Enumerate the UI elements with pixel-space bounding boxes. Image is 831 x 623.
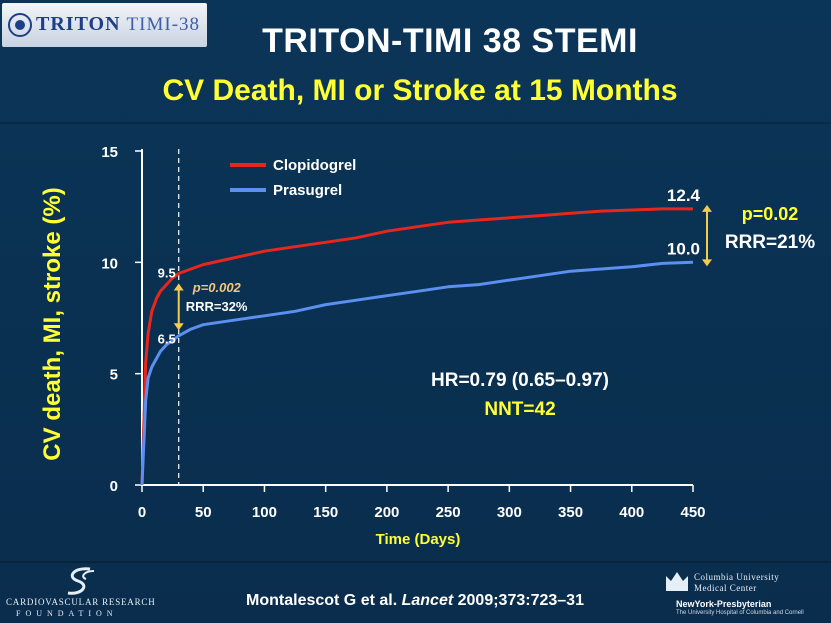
kaplan-meier-chart: 0 50 100 150 200 250 300 350 400 450 0 5 10 15 Time (D… — [39, 144, 815, 548]
prasugrel-line — [140, 260, 694, 486]
header-divider — [0, 122, 831, 124]
logo-main: TRITON — [36, 13, 121, 35]
x-tick-label: 0 — [138, 504, 146, 521]
end-clopidogrel-value: 12.4 — [667, 186, 701, 205]
crown-icon — [666, 572, 688, 591]
crf-name: CARDIOVASCULAR RESEARCH — [6, 597, 156, 607]
slide-subtitle: CV Death, MI or Stroke at 15 Months — [162, 74, 678, 107]
crf-logo: CARDIOVASCULAR RESEARCH FOUNDATION — [6, 565, 155, 620]
y-tick-label: 15 — [101, 144, 118, 161]
chart-area: 0 50 100 150 200 250 300 350 400 450 0 5 10 15 Time (D… — [0, 124, 831, 561]
logo-sub: TIMI-38 — [126, 14, 201, 35]
x-tick-label: 150 — [313, 504, 338, 521]
end-arrow-head-up — [702, 204, 712, 212]
end-rrr: RRR=21% — [725, 232, 815, 253]
triton-logo-emblem-icon — [8, 13, 32, 37]
crf-foundation: FOUNDATION — [16, 609, 118, 618]
citation-rest: 2009;373:723–31 — [453, 592, 584, 609]
early-clopidogrel-value: 9.5 — [158, 265, 176, 280]
early-rrr: RRR=32% — [186, 299, 248, 314]
early-p-value: p=0.002 — [192, 280, 242, 295]
end-prasugrel-value: 10.0 — [667, 239, 700, 258]
crf-swoosh-icon — [67, 567, 95, 595]
slide-title: TRITON-TIMI 38 STEMI — [262, 22, 638, 60]
clopidogrel-line — [140, 207, 693, 486]
x-tick-label: 200 — [374, 504, 399, 521]
citation: Montalescot G et al. Lancet 2009;373:723… — [150, 592, 680, 610]
footer-divider — [0, 561, 831, 563]
x-tick-label: 400 — [619, 504, 644, 521]
columbia-medical-center: Medical Center — [694, 583, 757, 593]
y-axis-label: CV death, MI, stroke (%) — [39, 187, 66, 460]
end-p-value: p=0.02 — [742, 204, 799, 224]
x-tick-label: 300 — [497, 504, 522, 521]
x-tick-label: 450 — [680, 504, 705, 521]
x-tick-label: 250 — [436, 504, 461, 521]
nyp-name: NewYork-Presbyterian — [676, 599, 772, 609]
end-arrow-head-down — [702, 259, 712, 267]
nyp-subtitle: The University Hospital of Columbia and … — [676, 610, 804, 616]
legend-label-1: Clopidogrel — [273, 157, 356, 174]
early-arrow-head-down — [173, 323, 184, 331]
columbia-logo: Columbia University Medical Center NewYo… — [660, 566, 828, 621]
y-tick-label: 0 — [110, 478, 118, 495]
early-prasugrel-value: 6.5 — [158, 331, 176, 346]
y-tick-label: 5 — [110, 367, 118, 384]
y-tick-label: 10 — [101, 255, 118, 272]
nnt: NNT=42 — [484, 399, 555, 420]
citation-authors: Montalescot G et al. — [246, 592, 402, 609]
hazard-ratio: HR=0.79 (0.65–0.97) — [431, 370, 609, 391]
legend-label-2: Prasugrel — [273, 182, 342, 199]
early-arrow-head-up — [173, 283, 184, 291]
logo-text: TRITON TIMI-38 — [36, 13, 200, 36]
x-axis-label: Time (Days) — [376, 531, 461, 548]
columbia-name: Columbia University — [694, 572, 780, 582]
citation-journal: Lancet — [401, 592, 454, 609]
x-tick-label: 100 — [252, 504, 277, 521]
x-tick-label: 350 — [558, 504, 583, 521]
triton-logo: TRITON TIMI-38 — [2, 3, 207, 47]
x-tick-label: 50 — [195, 504, 212, 521]
